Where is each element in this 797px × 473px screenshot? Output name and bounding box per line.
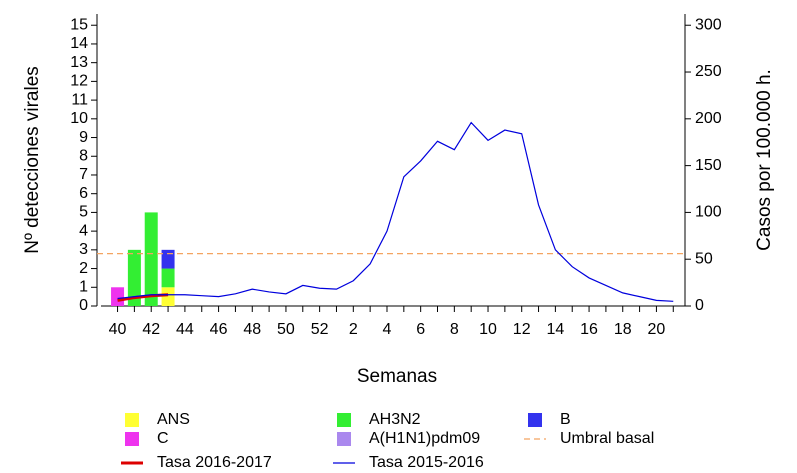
x-tick-label: 44 — [176, 321, 194, 338]
y-tick-label: 0 — [79, 297, 88, 314]
x-tick-label: 6 — [416, 321, 425, 338]
x-tick-label: 42 — [142, 321, 160, 338]
y-axis-title: Nº detecciones virales — [22, 66, 43, 254]
y-tick-label: 10 — [70, 110, 88, 127]
legend-swatch — [125, 432, 139, 446]
y-tick-label: 15 — [70, 16, 88, 33]
y-tick-label: 13 — [70, 54, 88, 71]
x-tick-label: 10 — [479, 321, 497, 338]
legend-label: B — [560, 411, 571, 428]
legend-swatch — [125, 413, 139, 427]
y2-tick-label: 200 — [695, 110, 722, 127]
y2-tick-label: 250 — [695, 63, 722, 80]
y2-tick-label: 0 — [695, 297, 704, 314]
legend-label: C — [157, 430, 169, 447]
bar — [161, 268, 175, 288]
legend-swatch — [337, 413, 351, 427]
y2-tick-label: 100 — [695, 204, 722, 221]
legend-label: AH3N2 — [369, 411, 421, 428]
y-tick-label: 12 — [70, 73, 88, 90]
x-tick-label: 8 — [450, 321, 459, 338]
y2-tick-label: 50 — [695, 250, 713, 267]
y-tick-label: 5 — [79, 204, 88, 221]
y-tick-label: 7 — [79, 166, 88, 183]
x-tick-label: 50 — [277, 321, 295, 338]
y-tick-label: 3 — [79, 241, 88, 258]
bar — [127, 249, 141, 306]
y-tick-label: 1 — [79, 279, 88, 296]
y2-tick-label: 150 — [695, 157, 722, 174]
x-tick-label: 52 — [311, 321, 329, 338]
legend-label: Umbral basal — [560, 430, 654, 447]
y2-tick-label: 300 — [695, 16, 722, 33]
bar — [144, 212, 158, 306]
x-tick-label: 12 — [513, 321, 531, 338]
bar — [161, 287, 175, 306]
y2-axis-title: Casos por 100.000 h. — [754, 69, 775, 251]
bar — [111, 287, 125, 306]
x-tick-label: 48 — [243, 321, 261, 338]
y-tick-label: 8 — [79, 147, 88, 164]
x-axis-title: Semanas — [357, 366, 437, 387]
line — [117, 121, 674, 302]
legend-label: Tasa 2016-2017 — [157, 454, 272, 471]
y-tick-label: 14 — [70, 35, 88, 52]
y-tick-label: 4 — [79, 222, 88, 239]
x-tick-label: 20 — [648, 321, 666, 338]
bar — [161, 249, 175, 269]
y-tick-label: 9 — [79, 129, 88, 146]
x-tick-label: 4 — [383, 321, 392, 338]
y-tick-label: 6 — [79, 185, 88, 202]
x-tick-label: 40 — [109, 321, 127, 338]
x-tick-label: 2 — [349, 321, 358, 338]
y-tick-label: 11 — [71, 91, 88, 108]
x-tick-label: 16 — [580, 321, 598, 338]
legend-label: Tasa 2015-2016 — [369, 454, 484, 471]
x-tick-label: 14 — [546, 321, 564, 338]
y-tick-label: 2 — [79, 260, 88, 277]
legend-label: A(H1N1)pdm09 — [369, 430, 480, 447]
legend-swatch — [337, 432, 351, 446]
legend-swatch — [528, 413, 542, 427]
x-tick-label: 18 — [614, 321, 632, 338]
legend-label: ANS — [157, 411, 190, 428]
x-tick-label: 46 — [210, 321, 228, 338]
